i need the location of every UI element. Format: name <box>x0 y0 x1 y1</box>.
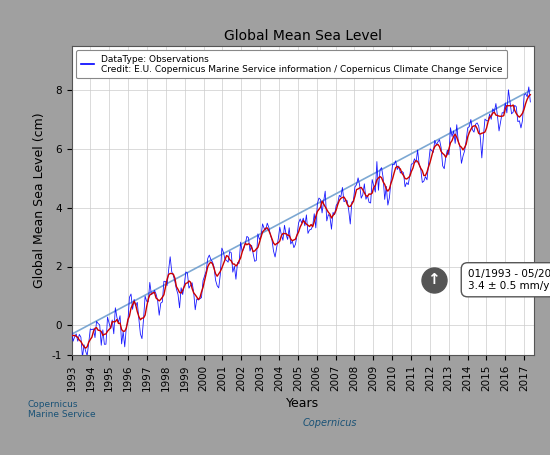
Title: Global Mean Sea Level: Global Mean Sea Level <box>223 29 382 43</box>
Text: Copernicus: Copernicus <box>302 418 357 428</box>
Text: 01/1993 - 05/2017 trend:
3.4 ± 0.5 mm/yr: 01/1993 - 05/2017 trend: 3.4 ± 0.5 mm/yr <box>468 269 550 291</box>
Legend: DataType: Observations
Credit: E.U. Copernicus Marine Service information / Cope: DataType: Observations Credit: E.U. Cope… <box>76 50 507 78</box>
X-axis label: Years: Years <box>286 397 319 410</box>
Y-axis label: Global Mean Sea Level (cm): Global Mean Sea Level (cm) <box>33 112 46 288</box>
Text: Copernicus
Marine Service: Copernicus Marine Service <box>28 400 95 419</box>
Text: ↑: ↑ <box>427 272 440 287</box>
